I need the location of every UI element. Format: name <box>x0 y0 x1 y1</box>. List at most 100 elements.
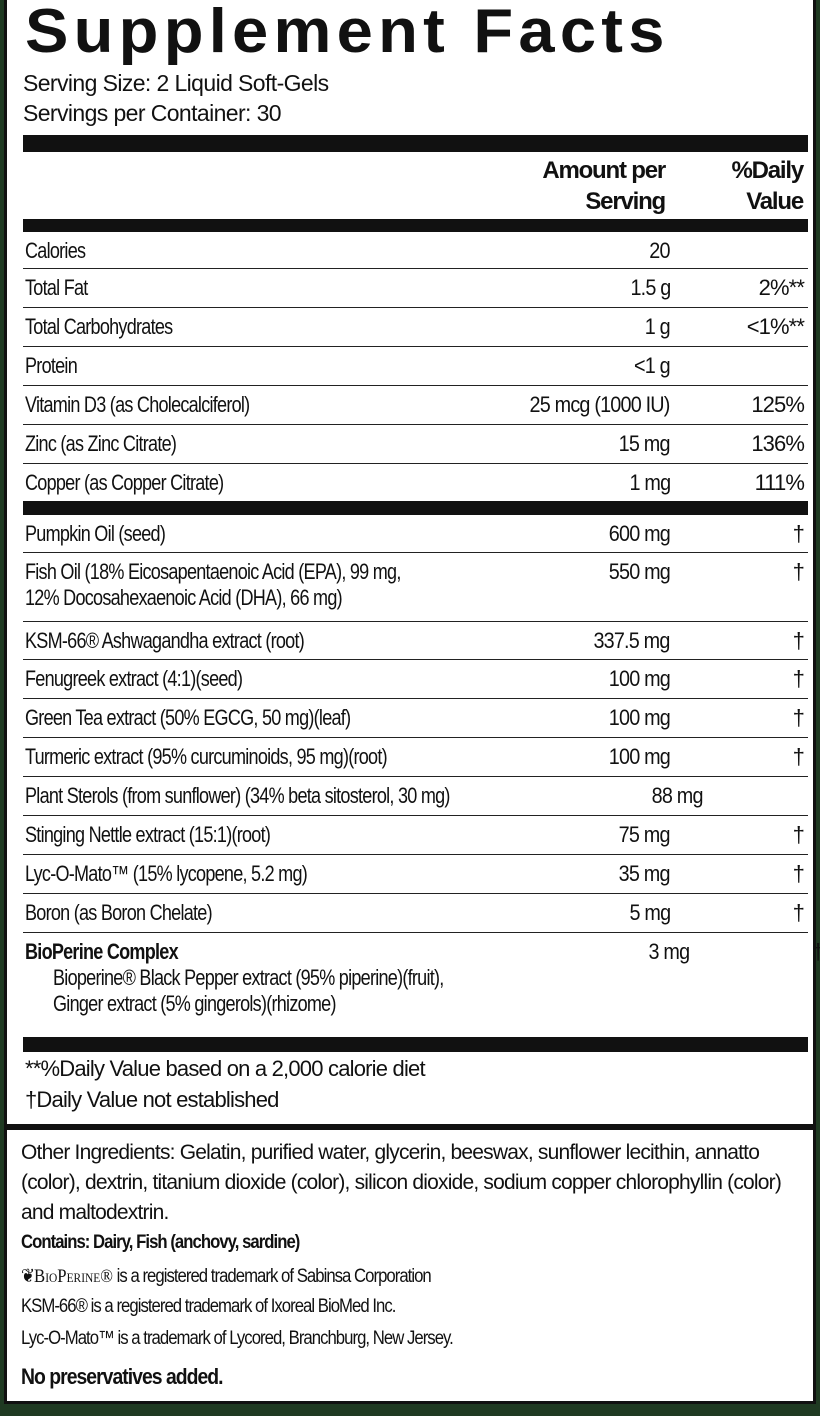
table-row: BioPerine Complex Bioperine® Black Pepper… <box>23 933 820 1034</box>
table-row: Protein <1 g <box>23 347 808 386</box>
row-name-line: KSM-66® Ashwagandha extract (root) <box>25 628 305 653</box>
row-amount: 20 <box>510 238 671 268</box>
row-name: Turmeric extract (95% curcuminoids, 95 m… <box>25 744 510 776</box>
row-amount-text: 25 mcg (1000 IU) <box>529 392 671 417</box>
row-daily-value: † <box>703 783 820 815</box>
footnote-dv: **%Daily Value based on a 2,000 calorie … <box>25 1056 426 1081</box>
row-name-line: Stinging Nettle extract (15:1)(root) <box>25 822 271 847</box>
row-daily-value: † <box>792 521 805 546</box>
row-amount-text: 75 mg <box>619 822 671 847</box>
row-name: Fish Oil (18% Eicosapentaenoic Acid (EPA… <box>25 559 510 621</box>
divider <box>23 1037 808 1052</box>
row-amount: 75 mg <box>510 822 671 854</box>
bioperine-logo: BioPerine® <box>34 1266 113 1287</box>
row-amount-text: 550 mg <box>608 559 671 584</box>
row-name: Vitamin D3 (as Cholecalciferol) <box>25 392 510 424</box>
table-row: Boron (as Boron Chelate) 5 mg † <box>23 894 808 933</box>
table-row: Pumpkin Oil (seed) 600 mg † <box>23 515 808 553</box>
row-name: Stinging Nettle extract (15:1)(root) <box>25 822 510 854</box>
supplement-facts-panel: Supplement Facts Serving Size: 2 Liquid … <box>4 0 820 1127</box>
table-row: Stinging Nettle extract (15:1)(root) 75 m… <box>23 816 808 855</box>
row-name-line: Green Tea extract (50% EGCG, 50 mg)(leaf… <box>25 705 351 730</box>
row-name-line: Ginger extract (5% gingerols)(rhizome) <box>53 991 336 1016</box>
row-name: Total Fat <box>25 275 510 307</box>
row-name-line: Turmeric extract (95% curcuminoids, 95 m… <box>25 744 388 769</box>
no-preservatives: No preservatives added. <box>21 1364 224 1389</box>
table-row: Lyc-O-Mato™ (15% lycopene, 5.2 mg) 35 mg † <box>23 855 808 894</box>
row-amount-text: 100 mg <box>608 666 671 691</box>
row-amount-text: 100 mg <box>608 705 671 730</box>
contains-allergens: Contains: Dairy, Fish (anchovy, sardine) <box>21 1232 300 1253</box>
row-daily-value: † <box>792 744 805 769</box>
row-name-line: Fish Oil (18% Eicosapentaenoic Acid (EPA… <box>25 559 401 584</box>
divider <box>23 501 808 515</box>
row-name: Zinc (as Zinc Citrate) <box>25 431 510 463</box>
footnote-dagger: †Daily Value not established <box>25 1087 279 1112</box>
row-daily-value: 125% <box>751 392 805 417</box>
row-name-line: Plant Sterols (from sunflower) (34% beta… <box>25 783 450 808</box>
row-amount: 1 mg <box>510 470 671 502</box>
row-daily-value: † <box>792 900 805 925</box>
row-amount-text: 100 mg <box>608 744 671 769</box>
row-daily-value: 111% <box>754 470 805 495</box>
row-daily-value: † <box>792 666 805 691</box>
row-name-line: Vitamin D3 (as Cholecalciferol) <box>25 392 250 417</box>
row-amount: 88 mg <box>543 783 704 815</box>
row-name-line: Lyc-O-Mato™ (15% lycopene, 5.2 mg) <box>25 861 308 886</box>
row-amount: 550 mg <box>510 559 671 621</box>
dv-header: %Daily Value <box>731 157 804 215</box>
row-name-line: Boron (as Boron Chelate) <box>25 900 213 925</box>
row-name: Calories <box>25 238 510 268</box>
row-daily-value: † <box>792 861 805 886</box>
row-amount: 15 mg <box>510 431 671 463</box>
row-name-line: BioPerine Complex <box>25 939 179 964</box>
row-name: Protein <box>25 353 510 385</box>
divider <box>23 135 808 152</box>
servings-per-container: Servings per Container: 30 <box>23 100 282 126</box>
table-row: Total Fat 1.5 g 2%** <box>23 269 808 308</box>
row-daily-value: <1%** <box>746 314 805 339</box>
other-info-panel: Other Ingredients: Gelatin, purified wat… <box>4 1127 816 1404</box>
amount-header: Amount per Serving <box>542 157 666 215</box>
row-daily-value: † <box>792 559 805 584</box>
row-name-line: Bioperine® Black Pepper extract (95% pip… <box>53 965 444 990</box>
row-amount-text: 20 <box>649 238 671 263</box>
row-name: KSM-66® Ashwagandha extract (root) <box>25 628 510 659</box>
leaf-icon: ❦ <box>21 1266 35 1287</box>
table-row: Fish Oil (18% Eicosapentaenoic Acid (EPA… <box>23 553 808 622</box>
divider <box>23 219 808 232</box>
nutrient-table: Calories 20 Total Fat 1.5 g 2%** Total Carboh… <box>23 232 808 502</box>
row-name-line: Pumpkin Oil (seed) <box>25 521 166 546</box>
page-title: Supplement Facts <box>25 0 670 66</box>
row-amount-text: 15 mg <box>619 431 671 456</box>
row-amount-text: <1 g <box>634 353 671 378</box>
row-amount-text: 600 mg <box>608 521 671 546</box>
row-daily-value: † <box>792 822 805 847</box>
row-amount-text: 5 mg <box>629 900 671 925</box>
table-row: Plant Sterols (from sunflower) (34% beta… <box>23 777 808 816</box>
row-name-line: 12% Docosahexaenoic Acid (DHA), 66 mg) <box>25 585 343 610</box>
lyc-trademark: Lyc-O-Mato™ is a trademark of Lycored, B… <box>21 1328 454 1349</box>
row-amount-text: 1 g <box>644 314 671 339</box>
table-row: Turmeric extract (95% curcuminoids, 95 m… <box>23 738 808 777</box>
table-row: Zinc (as Zinc Citrate) 15 mg 136% <box>23 425 808 464</box>
row-name: Total Carbohydrates <box>25 314 510 346</box>
row-name: Lyc-O-Mato™ (15% lycopene, 5.2 mg) <box>25 861 510 893</box>
table-row: Fenugreek extract (4:1)(seed) 100 mg † <box>23 660 808 699</box>
row-amount: 25 mcg (1000 IU) <box>510 392 671 424</box>
row-amount: <1 g <box>510 353 671 385</box>
row-amount-text: 3 mg <box>648 939 691 964</box>
table-row: Vitamin D3 (as Cholecalciferol) 25 mcg (1… <box>23 386 808 425</box>
row-name: Plant Sterols (from sunflower) (34% beta… <box>25 783 543 815</box>
row-name-line: Calories <box>25 238 86 263</box>
row-name: Green Tea extract (50% EGCG, 50 mg)(leaf… <box>25 705 510 737</box>
row-amount: 1 g <box>510 314 671 346</box>
table-row: KSM-66® Ashwagandha extract (root) 337.5 … <box>23 622 808 660</box>
row-amount: 100 mg <box>510 744 671 776</box>
row-name-line: Copper (as Copper Citrate) <box>25 470 224 495</box>
row-amount: 35 mg <box>510 861 671 893</box>
row-daily-value: † <box>689 939 820 1034</box>
other-ingredients: Other Ingredients: Gelatin, purified wat… <box>21 1141 782 1224</box>
row-name: BioPerine Complex Bioperine® Black Pepper… <box>25 939 529 1034</box>
row-amount-text: 1.5 g <box>630 275 671 300</box>
